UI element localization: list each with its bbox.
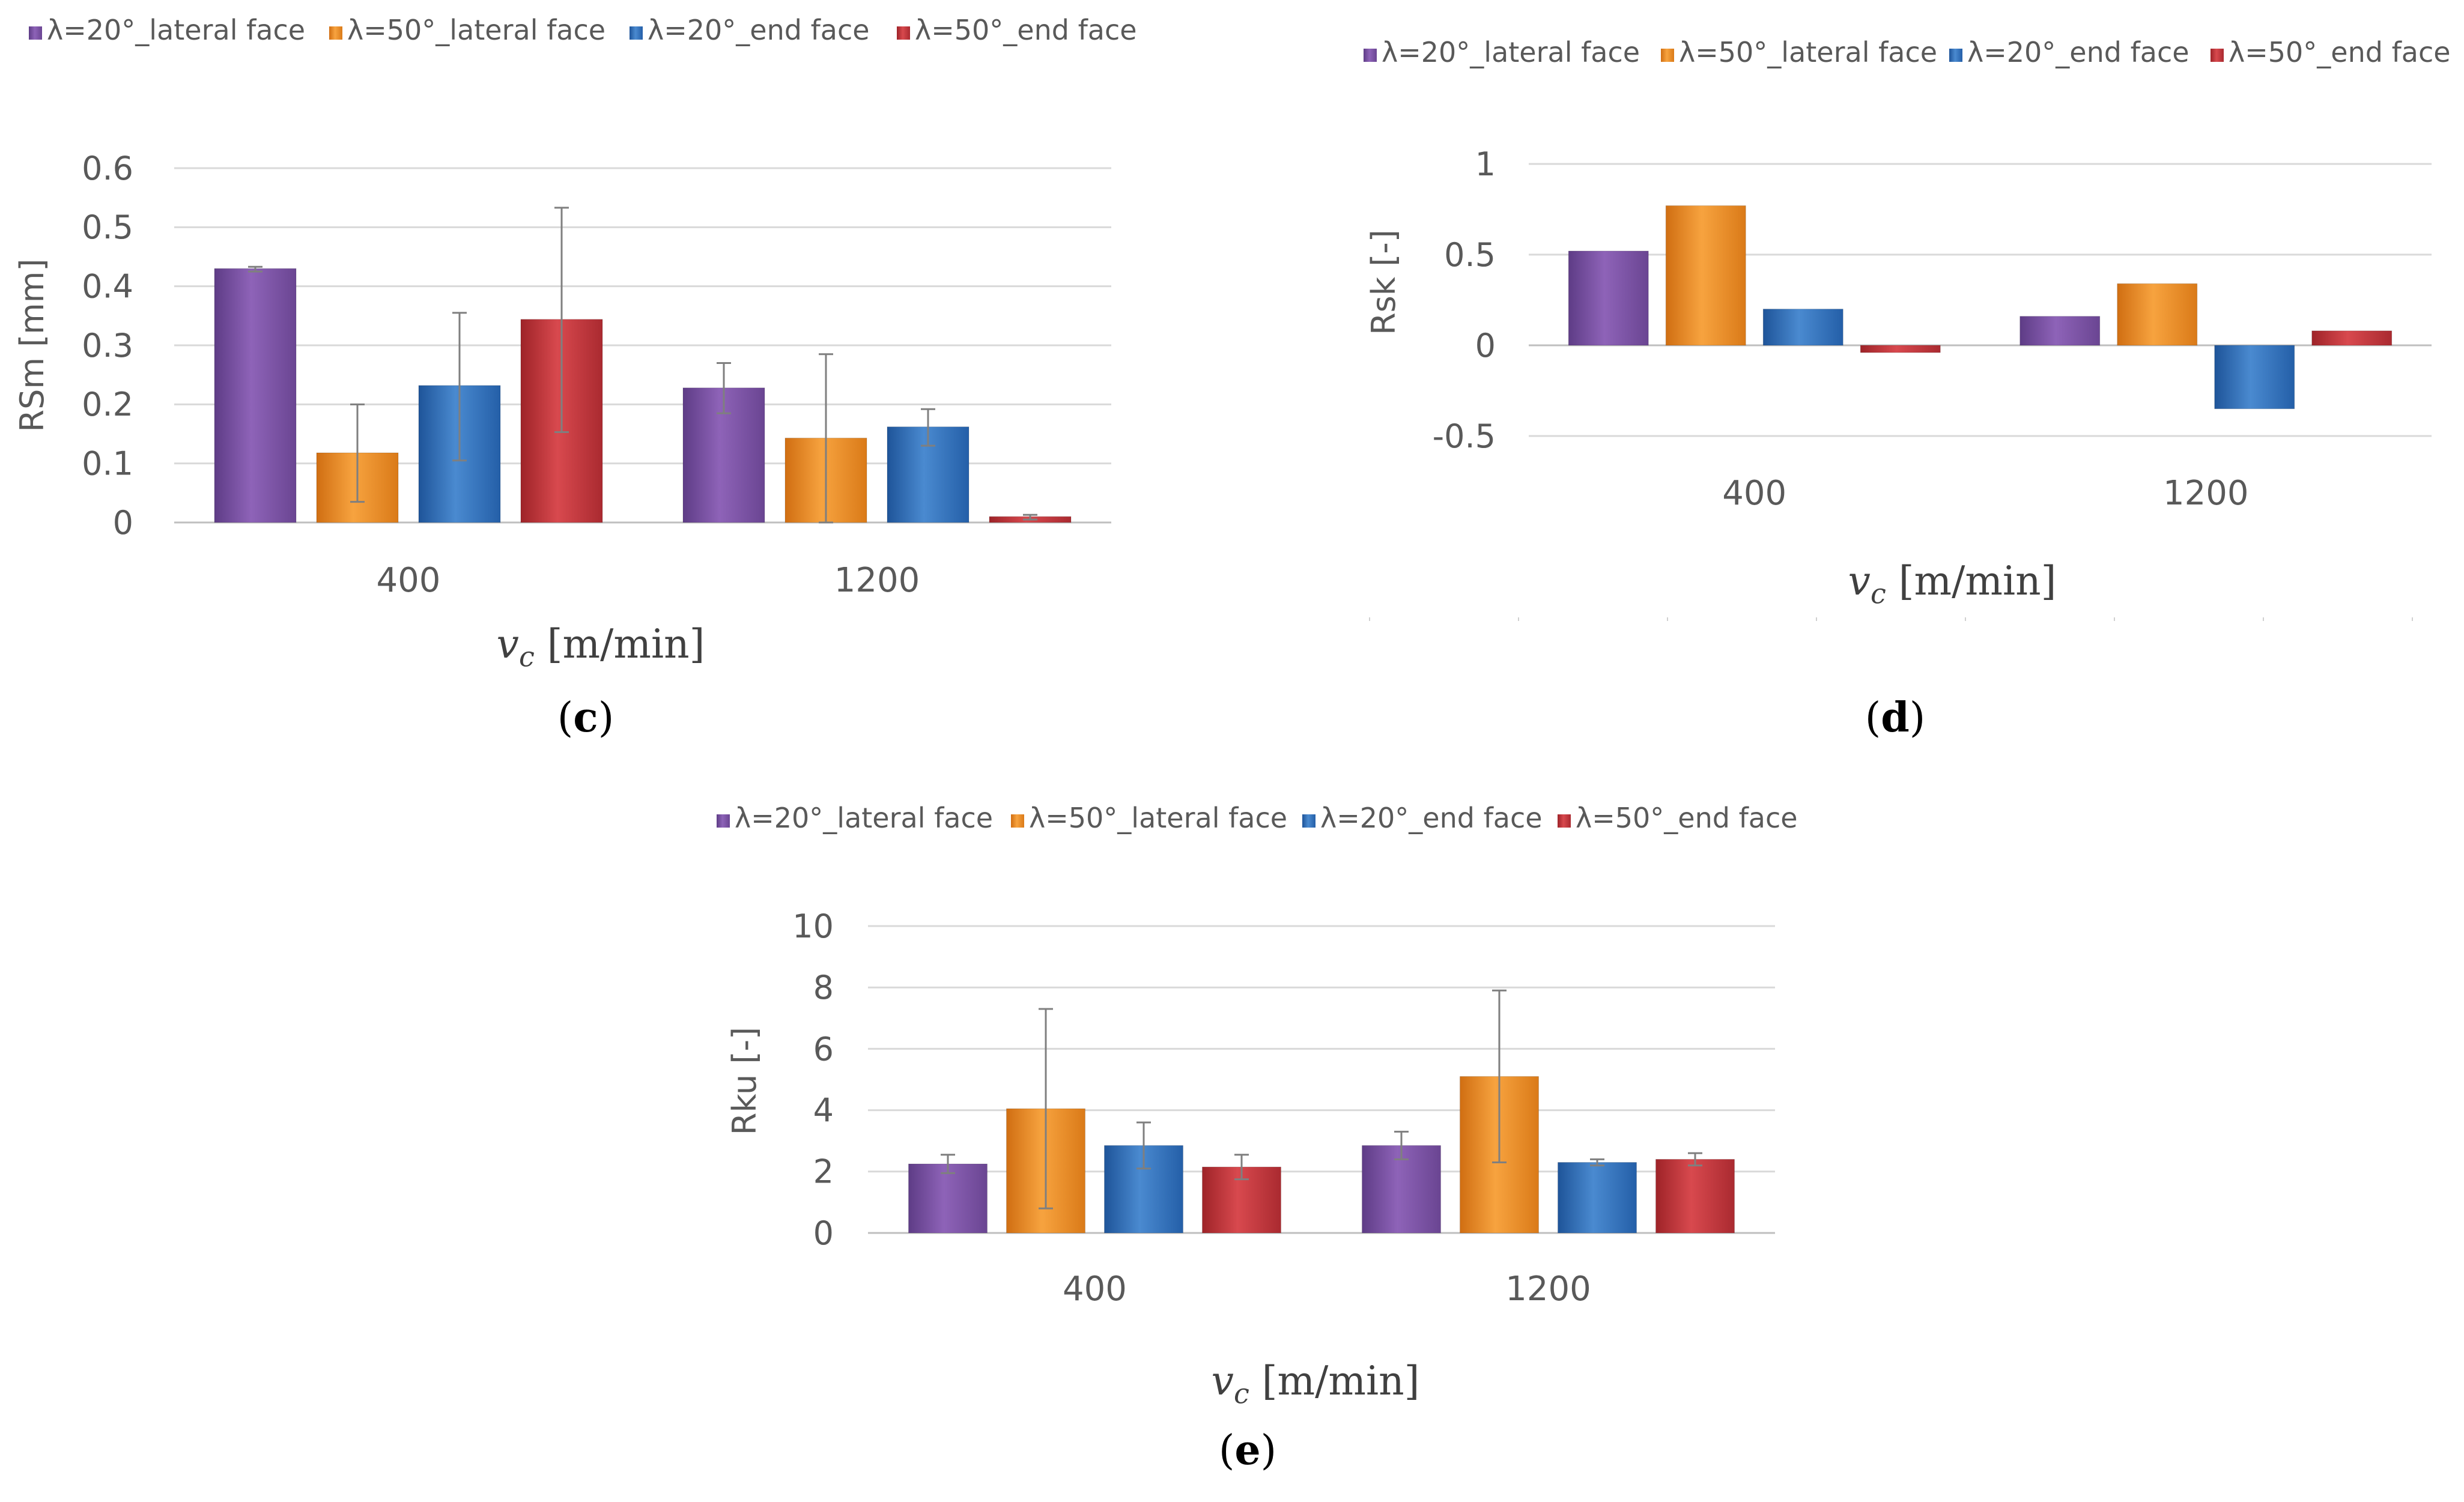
caption-open: ( <box>557 694 574 742</box>
x-category-label: 400 <box>1063 1270 1127 1309</box>
legend-swatch <box>1661 49 1674 62</box>
legend-swatch <box>2211 49 2224 62</box>
panel-caption: (e) <box>1219 1426 1276 1474</box>
y-tick-label: 0 <box>1475 327 1496 365</box>
chart-panel-d: λ=20°_lateral face λ=50°_lateral face λ=20… <box>1364 36 2451 742</box>
x-axis-title-subscript: c <box>1234 1378 1249 1410</box>
legend-swatch <box>1302 814 1315 828</box>
y-axis-title: Rsk [-] <box>1365 229 1403 335</box>
legend-label: λ=20°_lateral face <box>47 14 305 46</box>
legend-swatch <box>630 26 643 40</box>
y-tick-label: 6 <box>813 1030 834 1068</box>
legend-label: λ=20°_lateral face <box>735 802 993 834</box>
caption-close: ) <box>1261 1427 1277 1474</box>
chart-panel-e: λ=20°_lateral face λ=50°_lateral face λ=20… <box>717 802 1798 1474</box>
caption-close: ) <box>1910 694 1926 742</box>
x-category-label: 1200 <box>2163 474 2249 513</box>
legend-label: λ=50°_end face <box>1576 802 1798 834</box>
y-tick-label: 0.3 <box>82 327 133 365</box>
legend-swatch <box>1364 49 1377 62</box>
x-axis-title-subscript: c <box>519 641 535 673</box>
caption-letter: e <box>1234 1426 1260 1474</box>
y-tick-label: 0.6 <box>82 150 133 187</box>
x-axis-title-unit: [m/min] <box>535 621 705 667</box>
x-axis-title-subscript: c <box>1871 578 1886 610</box>
legend-label: λ=20°_end face <box>648 14 870 46</box>
legend-swatch <box>1949 49 1962 62</box>
legend-swatch <box>1558 814 1571 828</box>
legend-label: λ=20°_end face <box>1967 36 2189 68</box>
y-tick-label: 1 <box>1475 145 1496 183</box>
x-axis-title-symbol: v <box>1848 558 1871 604</box>
bar <box>2019 316 2101 346</box>
bar <box>1568 250 1649 346</box>
caption-close: ) <box>598 694 614 742</box>
legend-label: λ=50°_end face <box>2229 36 2451 68</box>
y-tick-label: 0.2 <box>82 386 133 423</box>
legend-label: λ=50°_lateral face <box>1679 36 1937 68</box>
x-axis-title-symbol: v <box>1212 1358 1234 1404</box>
y-tick-label: 8 <box>813 969 834 1007</box>
x-category-label: 400 <box>1722 474 1786 513</box>
y-tick-label: 0.5 <box>82 208 133 246</box>
x-axis-title-unit: [m/min] <box>1249 1358 1420 1404</box>
bar <box>2311 330 2393 346</box>
legend-swatch <box>1011 814 1024 828</box>
y-tick-label: 10 <box>792 907 834 945</box>
bar <box>214 268 297 523</box>
legend-label: λ=50°_end face <box>915 14 1137 46</box>
bar <box>1665 205 1746 346</box>
legend-swatch <box>29 26 42 40</box>
legend-swatch <box>897 26 910 40</box>
legend-label: λ=50°_lateral face <box>347 14 605 46</box>
panel-caption: (d) <box>1865 694 1926 742</box>
bar <box>1762 309 1843 346</box>
y-tick-label: 0.1 <box>82 445 133 483</box>
x-axis-title-symbol: v <box>497 621 519 667</box>
x-axis-title: vc [m/min] <box>1212 1358 1420 1410</box>
legend-label: λ=20°_end face <box>1320 802 1543 834</box>
caption-letter: c <box>573 694 598 742</box>
bar <box>2214 345 2295 410</box>
bar <box>2117 283 2198 346</box>
y-tick-label: -0.5 <box>1433 417 1496 455</box>
y-tick-label: 2 <box>813 1153 834 1191</box>
y-tick-label: 0.5 <box>1444 236 1496 274</box>
y-axis-title: RSm [mm] <box>13 259 51 432</box>
legend-swatch <box>329 26 342 40</box>
y-tick-label: 0 <box>813 1214 834 1252</box>
legend-label: λ=20°_lateral face <box>1382 36 1640 68</box>
chart-panel-c: λ=20°_lateral face λ=50°_lateral face λ=20… <box>13 14 1137 742</box>
y-axis-title: Rku [-] <box>726 1027 763 1135</box>
y-tick-label: 0 <box>113 504 133 542</box>
bar <box>908 1163 988 1234</box>
y-tick-label: 0.4 <box>82 268 133 306</box>
panel-caption: (c) <box>557 694 614 742</box>
x-axis-title: vc [m/min] <box>1848 558 2057 610</box>
caption-open: ( <box>1219 1427 1235 1474</box>
caption-letter: d <box>1881 694 1910 742</box>
x-category-label: 400 <box>377 561 441 600</box>
bar <box>1558 1161 1637 1234</box>
y-tick-label: 4 <box>813 1092 834 1130</box>
bar <box>1860 345 1941 353</box>
legend-label: λ=50°_lateral face <box>1029 802 1287 834</box>
x-category-label: 1200 <box>834 561 920 600</box>
x-axis-title-unit: [m/min] <box>1886 558 2057 604</box>
caption-open: ( <box>1865 694 1881 742</box>
legend-swatch <box>717 814 730 828</box>
x-axis-title: vc [m/min] <box>497 621 705 673</box>
x-category-label: 1200 <box>1505 1270 1591 1309</box>
bar <box>1655 1158 1735 1234</box>
